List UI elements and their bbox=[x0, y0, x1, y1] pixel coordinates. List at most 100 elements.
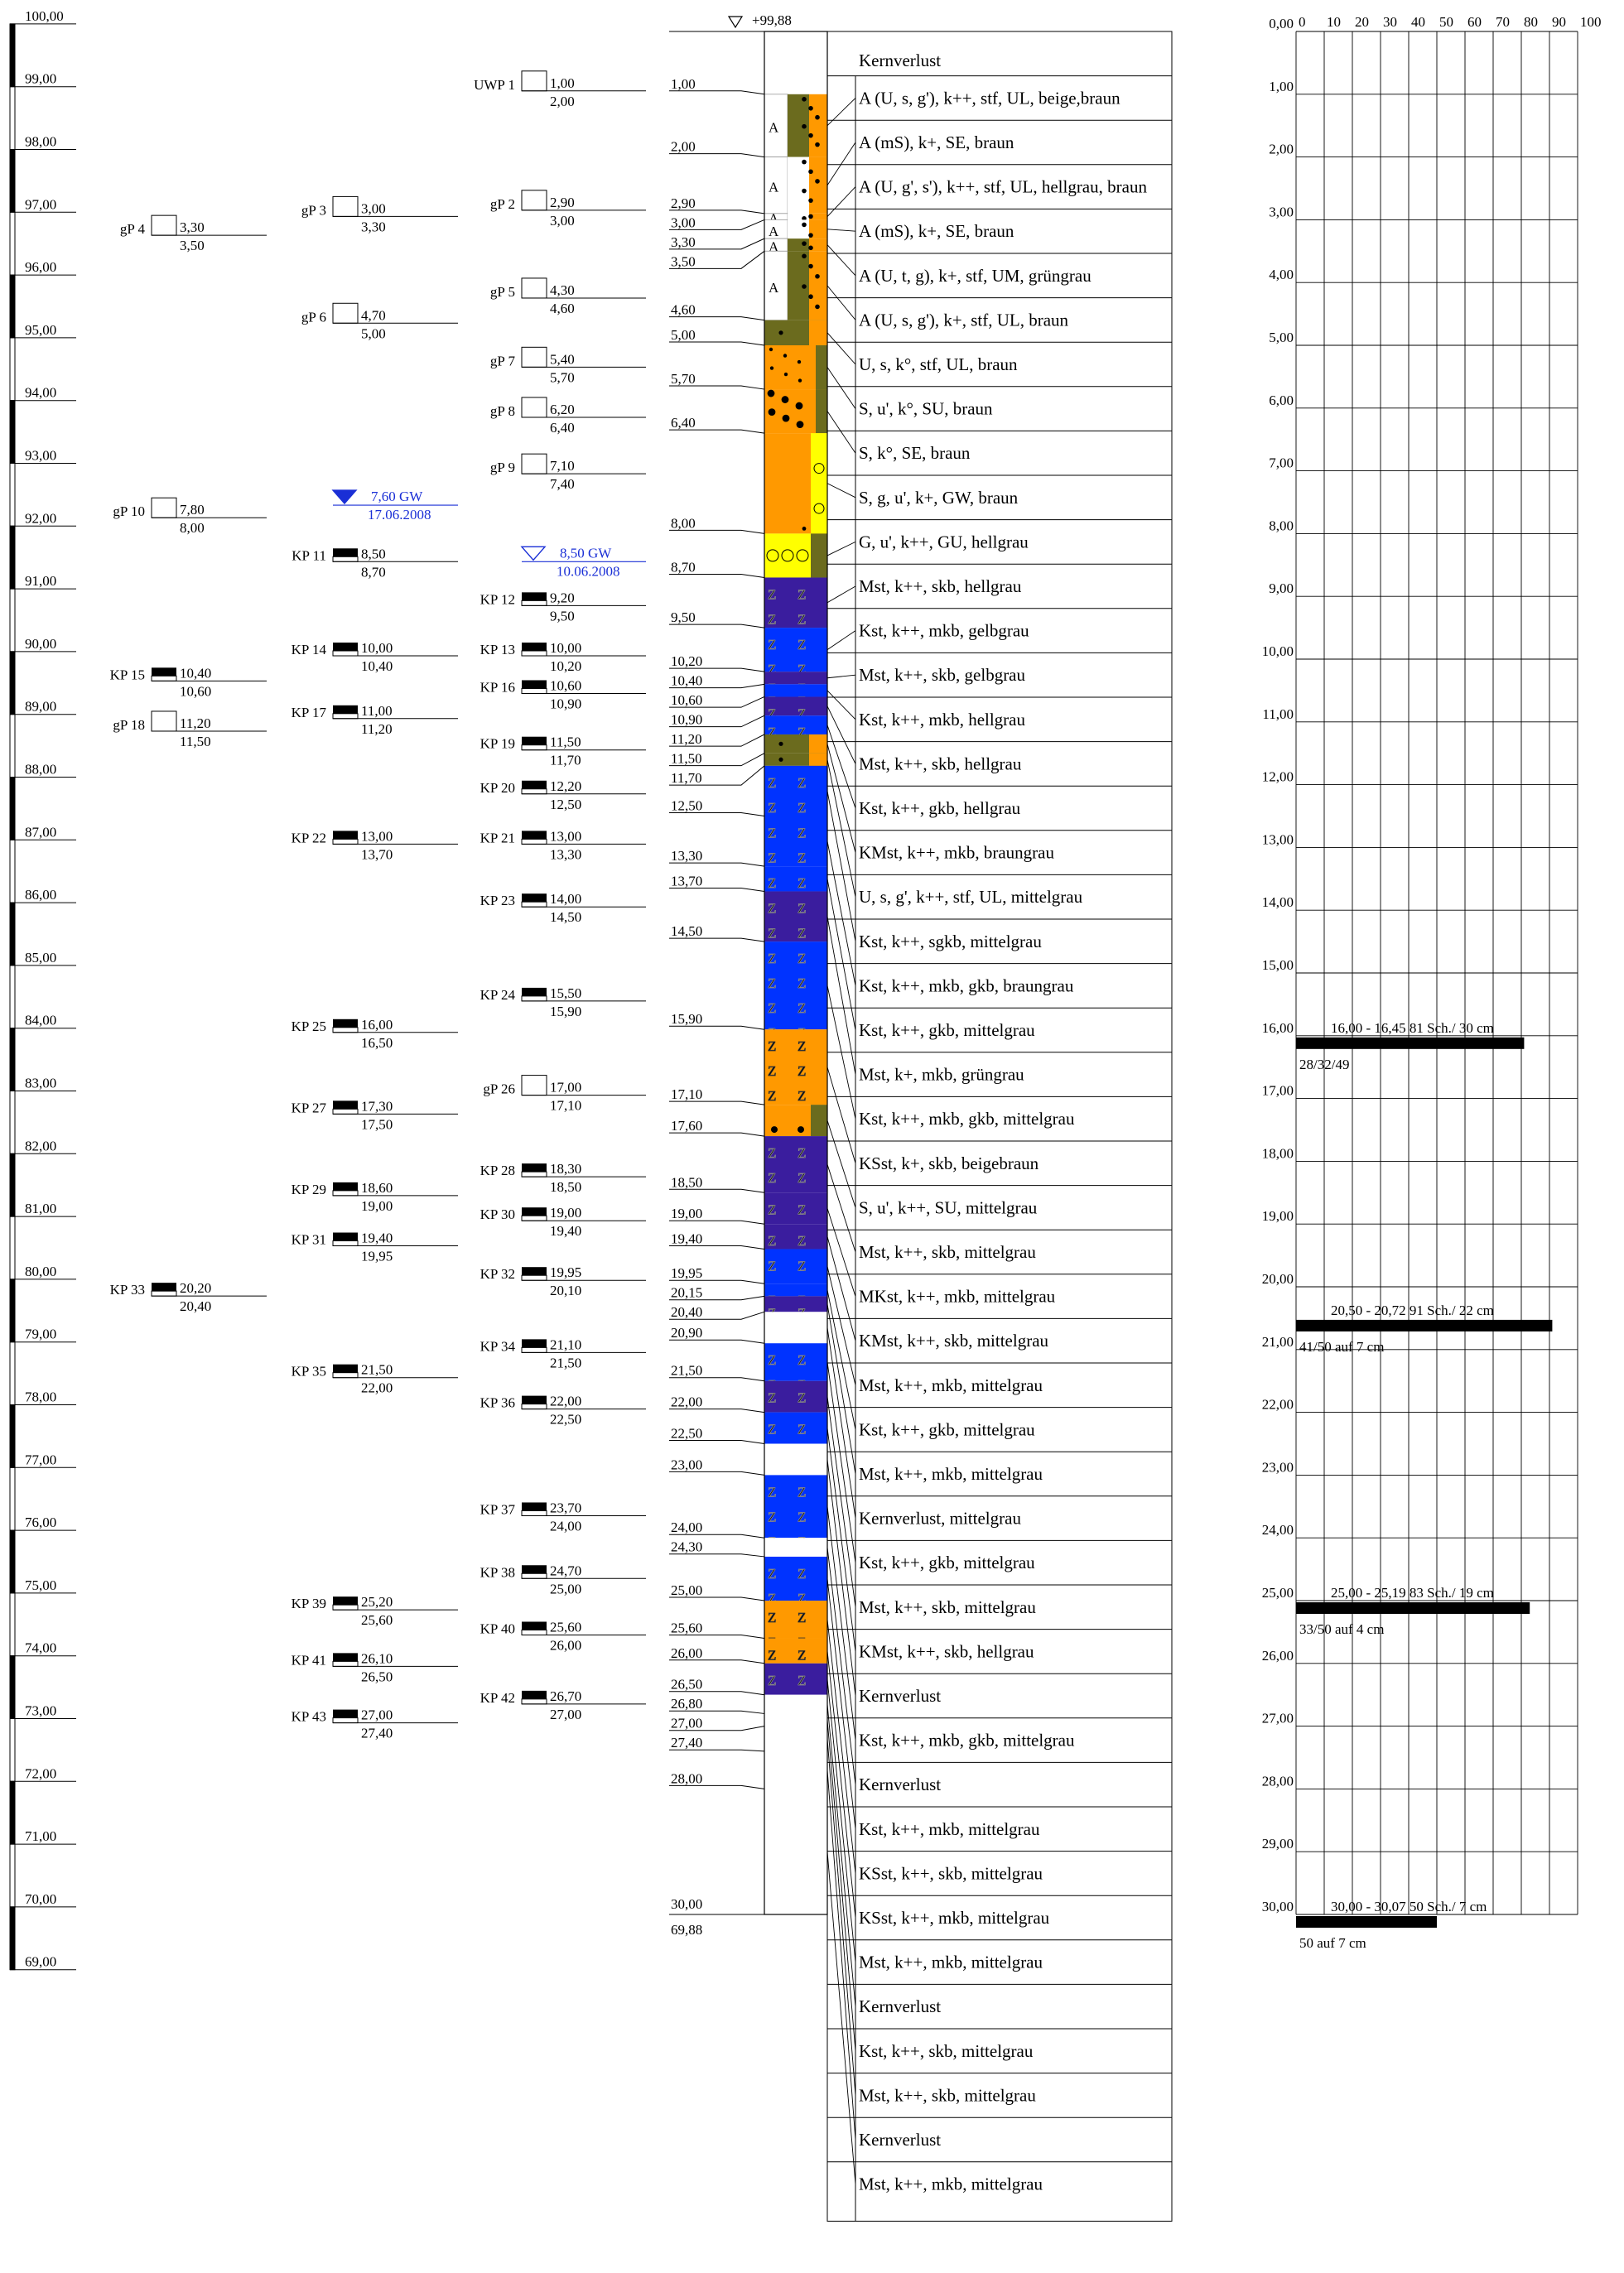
rock-z-hatch: Z bbox=[798, 1872, 806, 1888]
sample-bottom-depth: 6,40 bbox=[550, 420, 575, 436]
sample-core-mark bbox=[522, 592, 547, 601]
rock-z-hatch: Z bbox=[768, 775, 776, 791]
silt-edge bbox=[809, 320, 827, 345]
boundary-leader-line bbox=[669, 765, 765, 786]
gravel-ring bbox=[781, 549, 794, 562]
sample-core-mark bbox=[522, 643, 547, 651]
boundary-leader-line bbox=[669, 1659, 765, 1664]
description-connector bbox=[826, 285, 856, 320]
spt-depth-label: 19,00 bbox=[1262, 1208, 1294, 1224]
sample-label: KP 41 bbox=[292, 1652, 326, 1668]
sample-open-box bbox=[521, 70, 547, 92]
description-connector bbox=[826, 1208, 856, 1297]
sample-bottom-depth: 19,40 bbox=[550, 1223, 581, 1239]
rock-z-hatch: Z bbox=[768, 951, 776, 966]
sample-bottom-depth: 3,50 bbox=[180, 238, 205, 253]
boundary-leader-line bbox=[669, 1409, 765, 1413]
sample-top-depth: 1,00 bbox=[550, 75, 575, 91]
rock-z-hatch: Z bbox=[768, 586, 776, 602]
sample-open-box bbox=[332, 195, 359, 217]
elevation-scale-segment bbox=[9, 23, 16, 88]
description-connector bbox=[826, 1428, 856, 1652]
spt-depth-label: 30,00 bbox=[1262, 1899, 1294, 1914]
fill-inner bbox=[788, 213, 809, 220]
boundary-depth-label: 8,70 bbox=[671, 559, 696, 575]
spt-axis-label: 30 bbox=[1383, 14, 1397, 30]
elevation-scale-segment bbox=[9, 1279, 16, 1343]
rock-fill bbox=[764, 1412, 827, 1444]
gravel-ring bbox=[796, 549, 809, 562]
elevation-scale-segment bbox=[9, 777, 16, 840]
rock-fill bbox=[764, 1380, 827, 1413]
core-loss bbox=[764, 1443, 827, 1476]
description-connector bbox=[826, 1303, 856, 1475]
elevation-label: 77,00 bbox=[25, 1452, 56, 1467]
sample-core-mark bbox=[522, 1690, 547, 1699]
rock-z-hatch: Z bbox=[798, 1798, 806, 1813]
elevation-scale-segment bbox=[9, 1718, 16, 1782]
boundary-depth-label: 17,60 bbox=[671, 1118, 702, 1134]
rock-fill bbox=[764, 816, 827, 867]
elevation-label: 69,00 bbox=[25, 1954, 56, 1970]
boundary-depth-label: 13,30 bbox=[671, 848, 702, 864]
rock-z-hatch: Z bbox=[798, 875, 806, 891]
spt-depth-label: 21,00 bbox=[1262, 1334, 1294, 1350]
sample-top-depth: 11,50 bbox=[550, 734, 581, 750]
sample-core-base bbox=[332, 1372, 359, 1379]
sample-label: KP 15 bbox=[110, 667, 145, 682]
sample-top-depth: 18,30 bbox=[550, 1161, 581, 1177]
spt-test-counts: 50 auf 7 cm bbox=[1299, 1935, 1366, 1951]
sand-dot bbox=[795, 402, 803, 410]
sample-core-base bbox=[521, 901, 547, 908]
rock-z-hatch: Z bbox=[798, 1484, 806, 1500]
fill-outer bbox=[809, 219, 827, 239]
fill-dot bbox=[802, 284, 807, 289]
sample-label: KP 25 bbox=[292, 1019, 326, 1034]
elevation-label: 87,00 bbox=[25, 824, 56, 840]
spt-test-counts: 33/50 auf 4 cm bbox=[1299, 1621, 1384, 1637]
description-connector bbox=[826, 1327, 856, 1519]
sample-label: gP 10 bbox=[113, 503, 145, 519]
boundary-depth-label: 5,00 bbox=[671, 327, 696, 343]
boundary-depth-label: 13,70 bbox=[671, 873, 702, 888]
groundwater-triangle-icon bbox=[331, 489, 358, 505]
sand-dot bbox=[768, 408, 776, 416]
elevation-label: 93,00 bbox=[25, 448, 56, 464]
description-connector bbox=[826, 483, 856, 498]
description-connector bbox=[826, 791, 856, 941]
sample-core-mark bbox=[333, 1100, 358, 1110]
silt-dot bbox=[778, 741, 783, 746]
boundary-depth-label: 26,00 bbox=[671, 1645, 702, 1661]
sample-core-mark bbox=[333, 1019, 358, 1028]
rock-z-hatch: Z bbox=[768, 1063, 776, 1079]
elevation-label: 81,00 bbox=[25, 1201, 56, 1216]
sample-label: gP 7 bbox=[490, 353, 516, 368]
rock-z-hatch: Z bbox=[798, 826, 806, 841]
sample-core-base bbox=[521, 1698, 547, 1705]
boundary-leader-line bbox=[669, 1295, 765, 1301]
sample-core-base bbox=[151, 675, 177, 681]
boundary-leader-line bbox=[669, 529, 765, 534]
spt-axis-label: 0 bbox=[1299, 14, 1306, 30]
rock-z-hatch: Z bbox=[798, 1722, 806, 1738]
layer-description: Kernverlust bbox=[859, 2130, 941, 2150]
description-connector bbox=[826, 1770, 856, 2141]
sample-core-base bbox=[332, 1717, 359, 1724]
fill-letter: A bbox=[769, 120, 779, 136]
rock-z-hatch: Z bbox=[798, 1038, 806, 1054]
rock-z-hatch: Z bbox=[768, 1897, 776, 1913]
sample-label: KP 28 bbox=[480, 1163, 515, 1178]
spt-depth-label: 22,00 bbox=[1262, 1397, 1294, 1413]
fill-dot bbox=[808, 263, 813, 269]
sample-top-depth: 15,50 bbox=[550, 985, 581, 1001]
boundary-depth-label: 2,00 bbox=[671, 139, 696, 155]
description-connector bbox=[826, 98, 856, 127]
sample-bottom-depth: 10,90 bbox=[550, 696, 581, 711]
boundary-depth-label: 5,70 bbox=[671, 371, 696, 387]
sample-bottom-depth: 27,00 bbox=[550, 1707, 581, 1722]
rock-z-hatch: Z bbox=[768, 975, 776, 991]
elevation-scale-segment bbox=[9, 839, 16, 903]
